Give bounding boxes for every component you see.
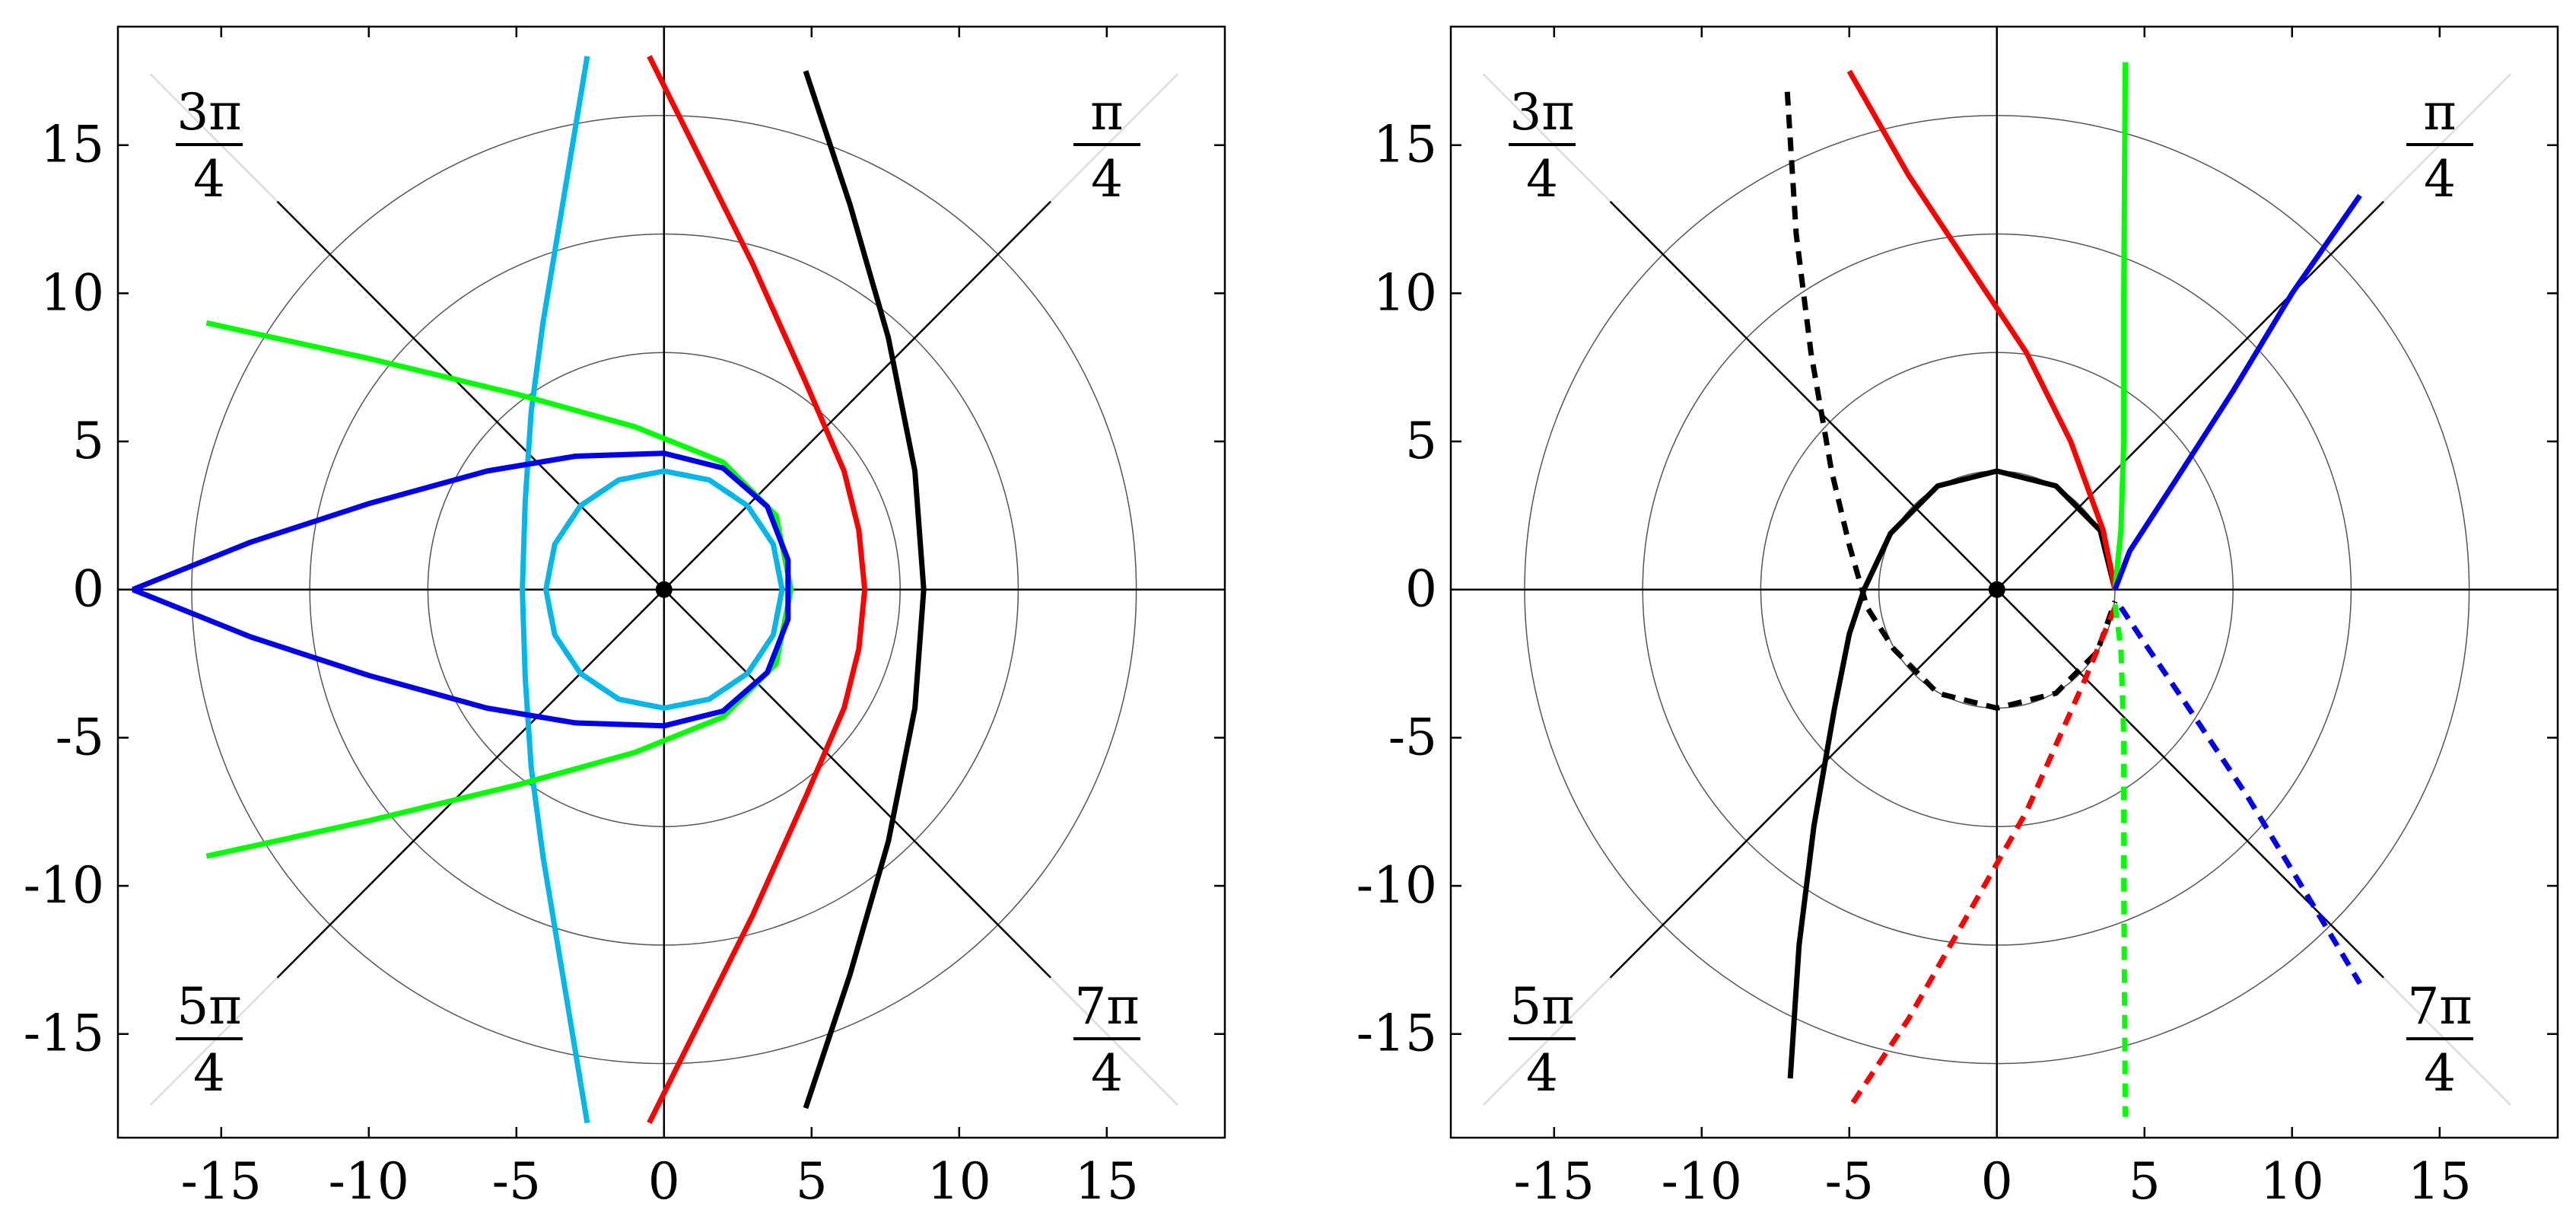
angle-label-denominator: 4: [1526, 1044, 1558, 1103]
diagonal-ray-fade: [1050, 976, 1178, 1106]
diagonal-ray: [276, 200, 665, 591]
series-line-4: [205, 320, 794, 859]
diagonal-ray: [1996, 588, 2384, 979]
y-tick-label: 15: [40, 116, 104, 174]
diagonal-ray-fade: [149, 73, 278, 202]
angle-label-numerator: 7π: [2407, 977, 2472, 1036]
series-line-1: [543, 468, 785, 711]
x-tick-label: -10: [329, 1152, 409, 1211]
axes-frame: [116, 25, 1226, 1139]
x-tick-label: 0: [648, 1152, 680, 1211]
angle-label-numerator: 5π: [177, 977, 241, 1036]
angle-label: 5π4: [176, 977, 243, 1103]
x-tick-label: 15: [1075, 1152, 1139, 1211]
angle-label-denominator: 4: [193, 150, 225, 209]
series-line-1: [1784, 91, 2118, 711]
diagonal-ray-fade: [1482, 976, 1611, 1106]
diagonal-ray: [1996, 200, 2384, 591]
diagonal-ray-fade: [1482, 73, 1611, 202]
series-line-0: [1787, 468, 2118, 1079]
axes-frame: [1449, 25, 2559, 1139]
y-tick-label: -15: [1356, 1005, 1437, 1063]
angle-label-numerator: 7π: [1074, 977, 1139, 1036]
y-tick-label: -15: [24, 1005, 104, 1063]
plot-area: [118, 27, 1225, 1138]
angle-label: 7π4: [1073, 977, 1140, 1103]
angle-label-numerator: 3π: [177, 83, 241, 142]
diagonal-ray-fade: [149, 976, 278, 1106]
angle-label: π4: [1073, 83, 1140, 209]
y-tick-label: -10: [24, 856, 104, 915]
angle-label-denominator: 4: [1091, 150, 1123, 209]
y-tick-label: -5: [1388, 708, 1437, 766]
angle-label: 5π4: [1509, 977, 1576, 1103]
series-line-3: [1846, 606, 2118, 1110]
angle-label: 7π4: [2406, 977, 2473, 1103]
diagonal-ray: [1609, 588, 1998, 979]
series-line-7: [2118, 606, 2363, 985]
series-line-5: [132, 451, 791, 729]
y-tick-label: 5: [1405, 412, 1437, 470]
plot-area: [1451, 27, 2558, 1138]
y-tick-label: 5: [72, 412, 104, 470]
angle-label-numerator: π: [2423, 83, 2456, 142]
diagonal-ray: [1609, 200, 1998, 591]
y-tick-label: 10: [1373, 263, 1437, 322]
angle-label-denominator: 4: [2424, 1044, 2456, 1103]
x-tick-label: 5: [796, 1152, 828, 1211]
series-line-0: [520, 56, 590, 1124]
angle-label-denominator: 4: [193, 1044, 225, 1103]
series-line-2: [1846, 69, 2118, 591]
series-line-4: [2112, 62, 2129, 591]
y-tick-label: 0: [72, 560, 104, 619]
x-tick-label: 10: [2260, 1152, 2324, 1211]
y-tick-label: 0: [1405, 560, 1437, 619]
x-tick-label: -15: [1514, 1152, 1595, 1211]
series-line-5: [2112, 603, 2129, 1117]
diagonal-ray-fade: [2383, 976, 2511, 1106]
x-tick-label: 15: [2408, 1152, 2472, 1211]
series-line-2: [647, 55, 868, 1125]
series-line-6: [2112, 193, 2362, 591]
x-tick-label: -15: [181, 1152, 262, 1211]
angle-label-denominator: 4: [1091, 1044, 1123, 1103]
y-tick-label: 15: [1373, 116, 1437, 174]
diagonal-ray-fade: [1050, 73, 1178, 202]
y-tick-label: -5: [56, 708, 104, 766]
diagonal-ray: [663, 200, 1051, 591]
origin-marker: [1988, 581, 2005, 598]
angle-label-numerator: 3π: [1509, 83, 1574, 142]
y-tick-label: 10: [40, 263, 104, 322]
angle-label: 3π4: [1509, 83, 1576, 209]
x-tick-label: -10: [1662, 1152, 1742, 1211]
x-tick-label: 0: [1981, 1152, 2013, 1211]
angle-label-numerator: π: [1090, 83, 1123, 142]
x-tick-label: -5: [492, 1152, 541, 1211]
x-tick-label: 10: [927, 1152, 991, 1211]
series-line-3: [803, 70, 927, 1110]
angle-label: π4: [2406, 83, 2473, 209]
x-tick-label: 5: [2129, 1152, 2161, 1211]
angle-label-denominator: 4: [1526, 150, 1558, 209]
diagonal-ray: [276, 588, 665, 979]
x-tick-label: -5: [1825, 1152, 1874, 1211]
angle-label: 3π4: [176, 83, 243, 209]
diagonal-ray: [663, 588, 1051, 979]
angle-label-denominator: 4: [2424, 150, 2456, 209]
angle-label-numerator: 5π: [1509, 977, 1574, 1036]
origin-marker: [655, 581, 673, 598]
diagonal-ray-fade: [2383, 73, 2511, 202]
y-tick-label: -10: [1356, 856, 1437, 915]
